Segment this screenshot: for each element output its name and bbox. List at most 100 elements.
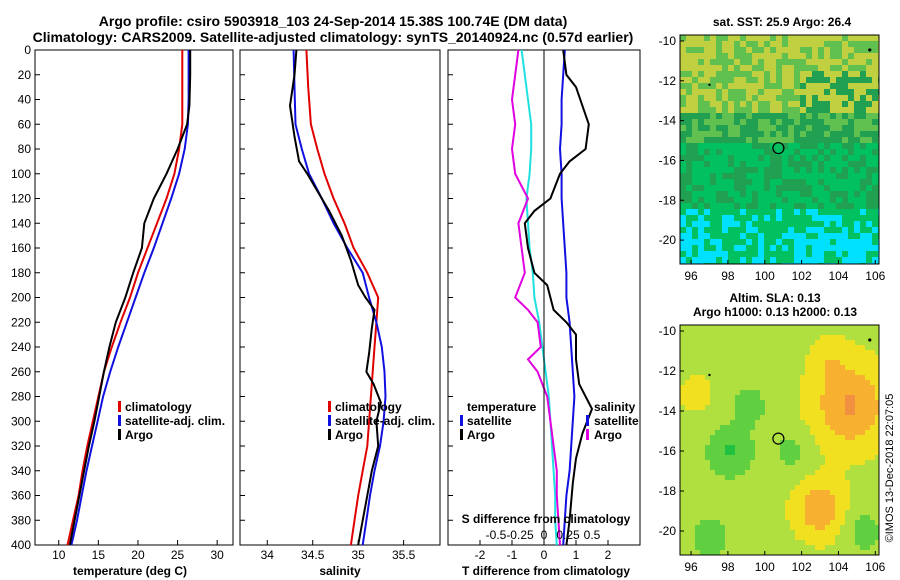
map-cell bbox=[850, 435, 855, 440]
map-cell bbox=[752, 107, 758, 113]
map-cell bbox=[692, 209, 698, 215]
map-cell bbox=[750, 500, 755, 505]
map-cell bbox=[686, 197, 692, 203]
map-cell bbox=[776, 59, 782, 65]
map-cell bbox=[764, 191, 770, 197]
map-cell bbox=[728, 95, 734, 101]
map-cell bbox=[870, 405, 875, 410]
map-cell bbox=[824, 131, 830, 137]
map-cell bbox=[728, 113, 734, 119]
map-cell bbox=[824, 221, 830, 227]
map-cell bbox=[860, 125, 866, 131]
map-cell bbox=[695, 405, 700, 410]
map-cell bbox=[686, 155, 692, 161]
map-cell bbox=[865, 435, 870, 440]
map-cell bbox=[695, 420, 700, 425]
map-cell bbox=[825, 420, 830, 425]
map-cell bbox=[840, 400, 845, 405]
map-cell bbox=[728, 89, 734, 95]
map-cell bbox=[755, 470, 760, 475]
map-cell bbox=[788, 83, 794, 89]
map-cell bbox=[690, 330, 695, 335]
map-cell bbox=[765, 360, 770, 365]
map-cell bbox=[686, 221, 692, 227]
map-cell bbox=[840, 330, 845, 335]
map-cell bbox=[870, 455, 875, 460]
map-cell bbox=[710, 540, 715, 545]
map-cell bbox=[770, 455, 775, 460]
map-cell bbox=[740, 245, 746, 251]
map-cell bbox=[755, 415, 760, 420]
map-cell bbox=[785, 500, 790, 505]
map-cell bbox=[875, 425, 879, 430]
map-cell bbox=[734, 149, 740, 155]
map-cell bbox=[806, 215, 812, 221]
map-cell bbox=[704, 125, 710, 131]
map-cell bbox=[850, 545, 855, 550]
map-cell bbox=[728, 59, 734, 65]
map-cell bbox=[820, 470, 825, 475]
map-cell bbox=[730, 520, 735, 525]
map-cell bbox=[752, 167, 758, 173]
y-tick-label: 340 bbox=[11, 464, 31, 478]
map-cell bbox=[835, 545, 840, 550]
map-cell bbox=[746, 239, 752, 245]
map-cell bbox=[705, 510, 710, 515]
map-cell bbox=[725, 345, 730, 350]
map-cell bbox=[815, 545, 820, 550]
map-cell bbox=[825, 380, 830, 385]
map-cell bbox=[775, 410, 780, 415]
map-cell bbox=[818, 215, 824, 221]
map-cell bbox=[715, 530, 720, 535]
map-cell bbox=[720, 415, 725, 420]
map-cell bbox=[866, 53, 872, 59]
map-cell bbox=[805, 500, 810, 505]
map-cell bbox=[845, 385, 850, 390]
map-cell bbox=[746, 149, 752, 155]
map-cell bbox=[800, 365, 805, 370]
map-cell bbox=[752, 143, 758, 149]
map-cell bbox=[825, 455, 830, 460]
map-cell bbox=[710, 465, 715, 470]
map-cell bbox=[790, 390, 795, 395]
map-cell bbox=[835, 415, 840, 420]
map-cell bbox=[720, 455, 725, 460]
map-cell bbox=[776, 209, 782, 215]
map-cell bbox=[848, 41, 854, 47]
map-cell bbox=[820, 430, 825, 435]
map-cell bbox=[865, 410, 870, 415]
map-cell bbox=[730, 455, 735, 460]
map-cell bbox=[840, 395, 845, 400]
map-cell bbox=[850, 400, 855, 405]
map-cell bbox=[782, 95, 788, 101]
map-cell bbox=[800, 179, 806, 185]
map-cell bbox=[740, 460, 745, 465]
map-cell bbox=[840, 420, 845, 425]
map-cell bbox=[705, 360, 710, 365]
map-cell bbox=[698, 221, 704, 227]
map-cell bbox=[720, 385, 725, 390]
map-cell bbox=[685, 340, 690, 345]
map-cell bbox=[815, 480, 820, 485]
map-cell bbox=[860, 53, 866, 59]
map-cell bbox=[836, 167, 842, 173]
map-cell bbox=[812, 179, 818, 185]
map-cell bbox=[680, 47, 686, 53]
map-cell bbox=[835, 410, 840, 415]
map-cell bbox=[752, 71, 758, 77]
map-cell bbox=[722, 77, 728, 83]
map-cell bbox=[776, 257, 782, 263]
map-cell bbox=[830, 455, 835, 460]
y-tick-label: 360 bbox=[11, 489, 31, 503]
map-cell bbox=[806, 227, 812, 233]
map-cell bbox=[830, 47, 836, 53]
map-cell bbox=[806, 125, 812, 131]
map-cell bbox=[705, 395, 710, 400]
map-cell bbox=[815, 340, 820, 345]
map-cell bbox=[855, 370, 860, 375]
map-cell bbox=[854, 71, 860, 77]
map-cell bbox=[690, 400, 695, 405]
map-cell bbox=[785, 520, 790, 525]
map-cell bbox=[830, 350, 835, 355]
map-cell bbox=[824, 119, 830, 125]
